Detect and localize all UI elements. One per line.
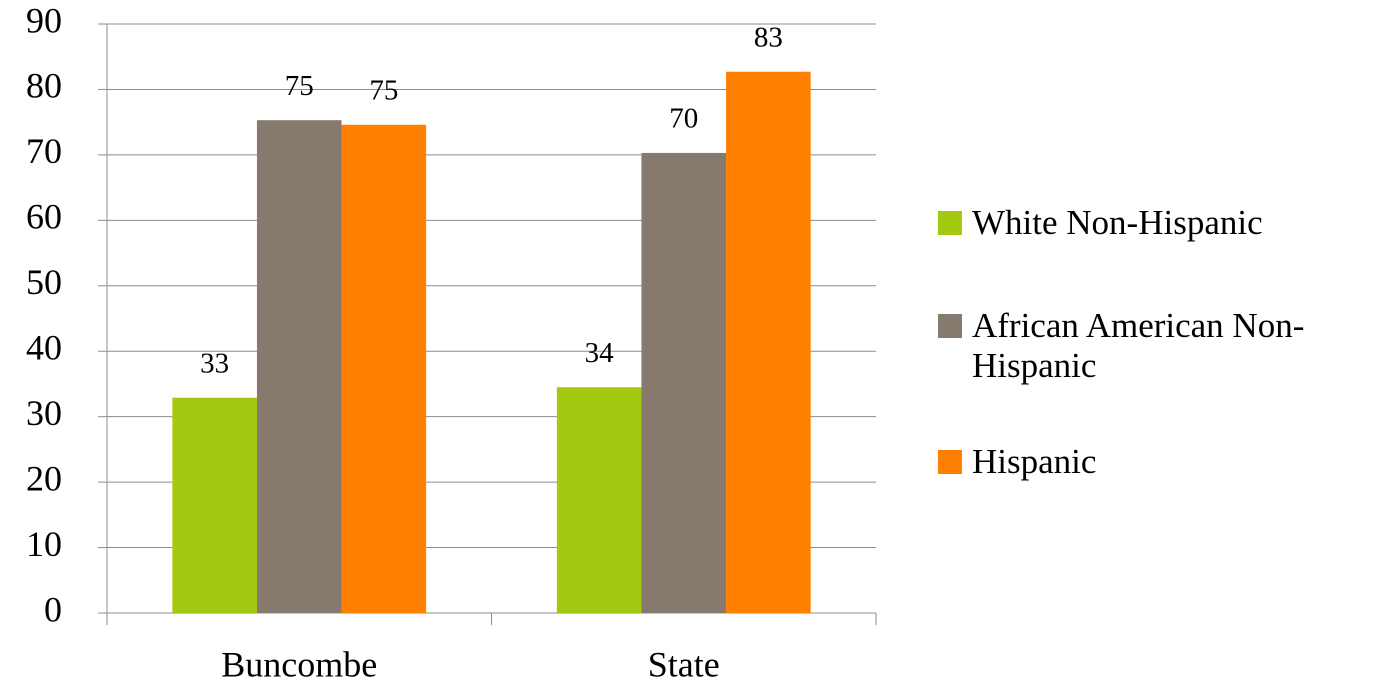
legend-label: Hispanic <box>972 442 1097 481</box>
y-tick-label: 0 <box>44 589 62 629</box>
legend-label: White Non-Hispanic <box>972 203 1263 242</box>
data-label: 83 <box>754 21 783 53</box>
data-label: 75 <box>369 74 398 106</box>
y-tick-label: 50 <box>26 262 62 302</box>
data-label: 70 <box>669 103 698 135</box>
x-tick-label: State <box>648 644 720 684</box>
y-tick-label: 40 <box>26 327 62 367</box>
legend-entry: Hispanic <box>932 442 1096 482</box>
bar <box>726 71 811 614</box>
bar <box>641 152 727 614</box>
y-tick-label: 20 <box>26 458 62 498</box>
y-tick-label: 70 <box>26 131 62 171</box>
bar <box>341 124 427 613</box>
y-tick-label: 80 <box>26 66 62 106</box>
legend-swatch <box>938 450 962 474</box>
data-label: 34 <box>585 337 615 369</box>
legend-swatch <box>938 211 962 235</box>
legend-entry: White Non-Hispanic <box>932 203 1263 243</box>
y-tick-label: 10 <box>26 524 62 564</box>
legend-swatch <box>938 314 962 338</box>
y-tick-label: 90 <box>26 0 62 40</box>
y-tick-label: 30 <box>26 393 62 433</box>
x-tick-label: Buncombe <box>221 644 377 684</box>
legend-label: African American Non-Hispanic <box>972 306 1305 385</box>
data-label: 75 <box>285 70 314 102</box>
data-label: 33 <box>200 347 229 379</box>
legend-entry: African American Non-Hispanic <box>932 306 1372 386</box>
bar <box>256 120 342 613</box>
bar <box>556 387 642 613</box>
y-tick-label: 60 <box>26 197 62 237</box>
bar <box>172 397 257 613</box>
